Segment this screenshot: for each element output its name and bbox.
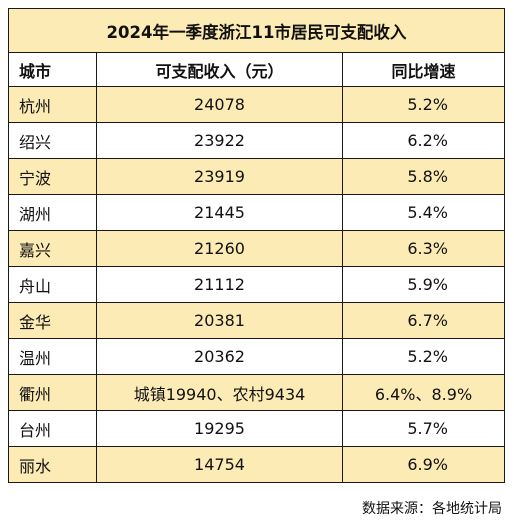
table-row: 温州 20362 5.2% <box>8 338 505 375</box>
growth-cell: 6.7% <box>342 302 505 339</box>
growth-cell: 6.4%、8.9% <box>342 374 505 411</box>
table-row: 台州 19295 5.7% <box>8 410 505 447</box>
header-city: 城市 <box>8 52 97 87</box>
table-row: 丽水 14754 6.9% <box>8 446 505 483</box>
income-cell: 19295 <box>96 410 343 447</box>
income-cell: 20381 <box>96 302 343 339</box>
city-cell: 温州 <box>8 338 97 375</box>
city-cell: 宁波 <box>8 158 97 195</box>
header-row: 城市 可支配收入（元） 同比增速 <box>8 52 505 87</box>
table-row: 宁波 23919 5.8% <box>8 158 505 195</box>
table-row: 舟山 21112 5.9% <box>8 266 505 303</box>
growth-cell: 5.2% <box>342 86 505 123</box>
city-cell: 衢州 <box>8 374 97 411</box>
growth-cell: 5.9% <box>342 266 505 303</box>
city-cell: 杭州 <box>8 86 97 123</box>
table-title: 2024年一季度浙江11市居民可支配收入 <box>8 8 505 53</box>
income-cell: 23922 <box>96 122 343 159</box>
header-income: 可支配收入（元） <box>96 52 343 87</box>
income-table-container: 2024年一季度浙江11市居民可支配收入 城市 可支配收入（元） 同比增速 杭州… <box>8 8 505 483</box>
title-row: 2024年一季度浙江11市居民可支配收入 <box>8 8 505 53</box>
city-cell: 台州 <box>8 410 97 447</box>
growth-cell: 6.9% <box>342 446 505 483</box>
city-cell: 舟山 <box>8 266 97 303</box>
table-row: 金华 20381 6.7% <box>8 302 505 339</box>
income-cell: 20362 <box>96 338 343 375</box>
city-cell: 嘉兴 <box>8 230 97 267</box>
growth-cell: 5.8% <box>342 158 505 195</box>
growth-cell: 5.7% <box>342 410 505 447</box>
table-row: 绍兴 23922 6.2% <box>8 122 505 159</box>
growth-cell: 6.2% <box>342 122 505 159</box>
growth-cell: 5.2% <box>342 338 505 375</box>
table-row: 衢州 城镇19940、农村9434 6.4%、8.9% <box>8 374 505 411</box>
city-cell: 丽水 <box>8 446 97 483</box>
income-cell: 21260 <box>96 230 343 267</box>
growth-cell: 5.4% <box>342 194 505 231</box>
growth-cell: 6.3% <box>342 230 505 267</box>
data-source-note: 数据来源：各地统计局 <box>362 501 502 517</box>
income-cell: 24078 <box>96 86 343 123</box>
income-cell: 21112 <box>96 266 343 303</box>
table-row: 湖州 21445 5.4% <box>8 194 505 231</box>
city-cell: 金华 <box>8 302 97 339</box>
income-cell: 14754 <box>96 446 343 483</box>
income-cell: 21445 <box>96 194 343 231</box>
header-growth: 同比增速 <box>342 52 505 87</box>
table-row: 杭州 24078 5.2% <box>8 86 505 123</box>
city-cell: 湖州 <box>8 194 97 231</box>
table-row: 嘉兴 21260 6.3% <box>8 230 505 267</box>
city-cell: 绍兴 <box>8 122 97 159</box>
income-table: 2024年一季度浙江11市居民可支配收入 城市 可支配收入（元） 同比增速 杭州… <box>8 8 505 483</box>
income-cell: 城镇19940、农村9434 <box>96 374 343 411</box>
income-cell: 23919 <box>96 158 343 195</box>
